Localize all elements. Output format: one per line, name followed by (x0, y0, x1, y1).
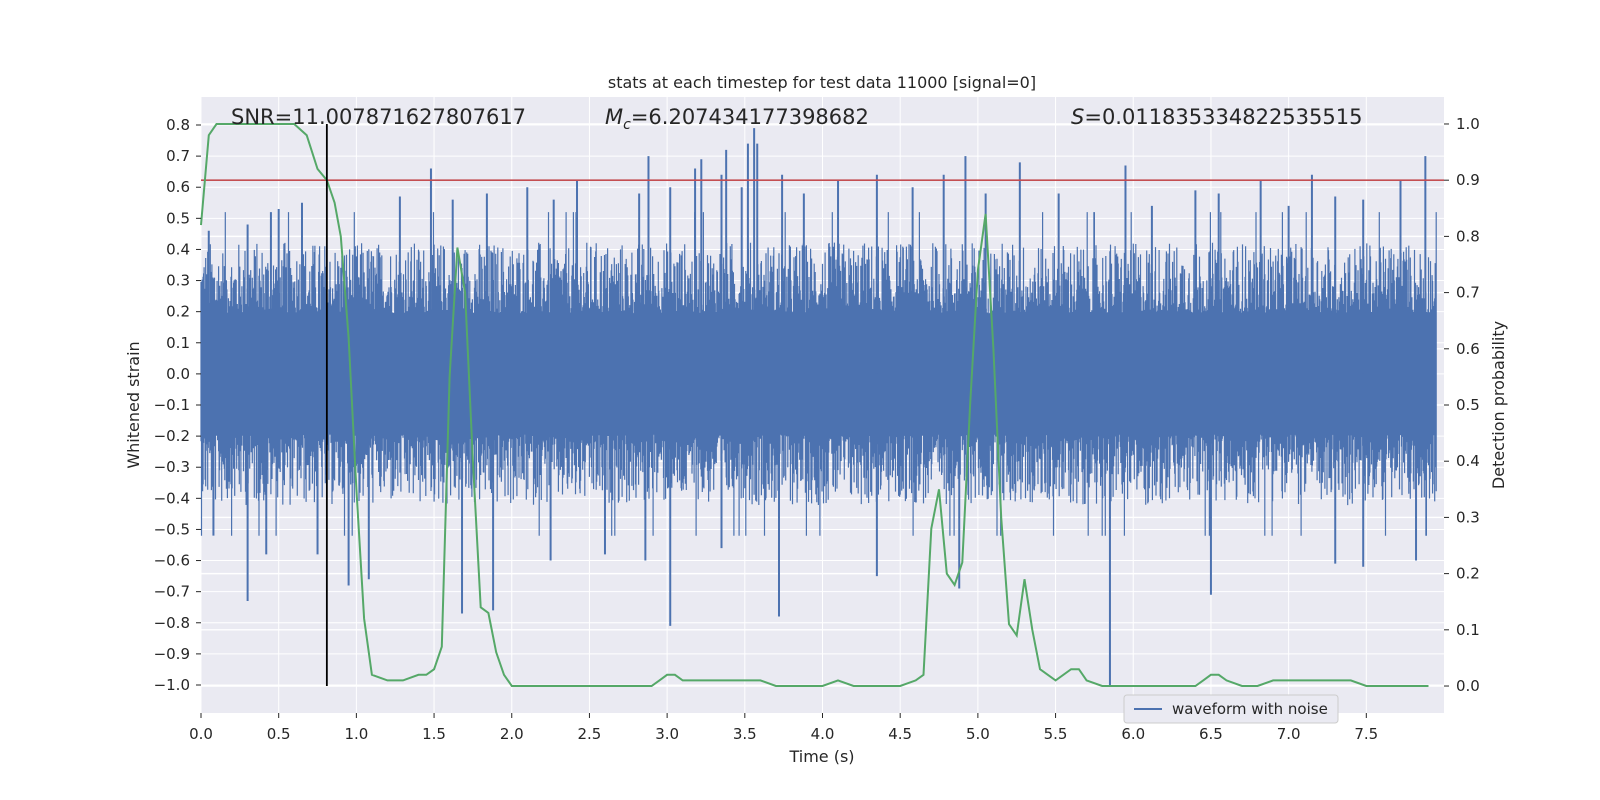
y-tick-label: 0.0 (166, 365, 190, 383)
s-annotation: S=0.011835334822535515 (1071, 105, 1362, 129)
y-tick-label: 0.2 (166, 303, 190, 321)
x-tick-label: 6.5 (1199, 725, 1223, 743)
y-tick-label: 0.3 (166, 272, 190, 290)
x-tick-label: 3.0 (655, 725, 679, 743)
y-tick-label: 0.1 (166, 334, 190, 352)
x-axis-ticks: 0.0 0.5 1.0 1.5 2.0 2.5 3.0 3.5 4.0 4.5 5.0 5.5 6.0 6… (189, 713, 1378, 743)
x-tick-label: 2.5 (578, 725, 602, 743)
y2-tick-label: 0.2 (1456, 565, 1480, 583)
y-tick-label: 0.7 (166, 147, 190, 165)
x-tick-label: 7.0 (1277, 725, 1301, 743)
x-tick-label: 1.0 (344, 725, 368, 743)
y-tick-label: −0.8 (154, 614, 190, 632)
s-value: =0.011835334822535515 (1084, 105, 1362, 129)
y2-axis-ticks: 1.0 0.9 0.8 0.7 0.6 0.5 0.4 0.3 0.2 0.1 0.0 (1444, 115, 1480, 695)
x-tick-label: 0.0 (189, 725, 213, 743)
chirp-mass-value: =6.207434177398682 (631, 105, 869, 129)
y-tick-label: 0.4 (166, 240, 190, 258)
chirp-mass-subscript: c (623, 117, 631, 133)
y-tick-label: −0.4 (154, 489, 190, 507)
x-tick-label: 4.0 (811, 725, 835, 743)
y-tick-label: −0.1 (154, 396, 190, 414)
x-tick-label: 4.5 (888, 725, 912, 743)
y2-tick-label: 0.9 (1456, 171, 1480, 189)
x-tick-label: 0.5 (267, 725, 291, 743)
x-tick-label: 7.5 (1354, 725, 1378, 743)
y-tick-label: −0.6 (154, 552, 190, 570)
probability-series (200, 123, 1429, 687)
y2-tick-label: 0.3 (1456, 508, 1480, 526)
x-tick-label: 5.0 (966, 725, 990, 743)
y-tick-label: −0.2 (154, 427, 190, 445)
y-tick-label: −0.9 (154, 645, 190, 663)
chirp-mass-annotation: Mc=6.207434177398682 (605, 105, 869, 133)
waveform-series (200, 128, 1437, 685)
snr-annotation: SNR=11.007871627807617 (231, 105, 526, 129)
y-tick-label: −0.7 (154, 583, 190, 601)
y-tick-label: −1.0 (154, 676, 190, 694)
legend: waveform with noise (1123, 694, 1339, 724)
legend-label: waveform with noise (1172, 700, 1328, 718)
y2-axis-label: Detection probability (1489, 321, 1508, 489)
y2-tick-label: 1.0 (1456, 115, 1480, 133)
waveform-noise (200, 212, 1437, 536)
x-tick-label: 2.0 (500, 725, 524, 743)
chart-title: stats at each timestep for test data 110… (608, 73, 1036, 92)
x-tick-label: 5.5 (1044, 725, 1068, 743)
y-tick-label: 0.8 (166, 116, 190, 134)
y-axis-label: Whitened strain (124, 341, 143, 468)
y2-tick-label: 0.1 (1456, 621, 1480, 639)
x-tick-label: 3.5 (733, 725, 757, 743)
y-axis-ticks: 0.8 0.7 0.6 0.5 0.4 0.3 0.2 0.1 0.0 −0.1 −0.2 −0.3 −… (154, 116, 201, 694)
y2-tick-label: 0.0 (1456, 677, 1480, 695)
y-tick-label: −0.3 (154, 458, 190, 476)
chirp-mass-symbol: M (605, 105, 623, 129)
y2-tick-label: 0.7 (1456, 284, 1480, 302)
legend-box (1123, 694, 1339, 724)
s-symbol: S (1071, 105, 1084, 129)
x-axis-label: Time (s) (788, 747, 854, 766)
y2-tick-label: 0.4 (1456, 452, 1480, 470)
x-tick-label: 1.5 (422, 725, 446, 743)
y2-tick-label: 0.8 (1456, 227, 1480, 245)
y-tick-label: −0.5 (154, 520, 190, 538)
y2-tick-label: 0.5 (1456, 396, 1480, 414)
x-tick-label: 6.0 (1121, 725, 1145, 743)
y-tick-label: 0.6 (166, 178, 190, 196)
y2-tick-label: 0.6 (1456, 340, 1480, 358)
y-tick-label: 0.5 (166, 209, 190, 227)
